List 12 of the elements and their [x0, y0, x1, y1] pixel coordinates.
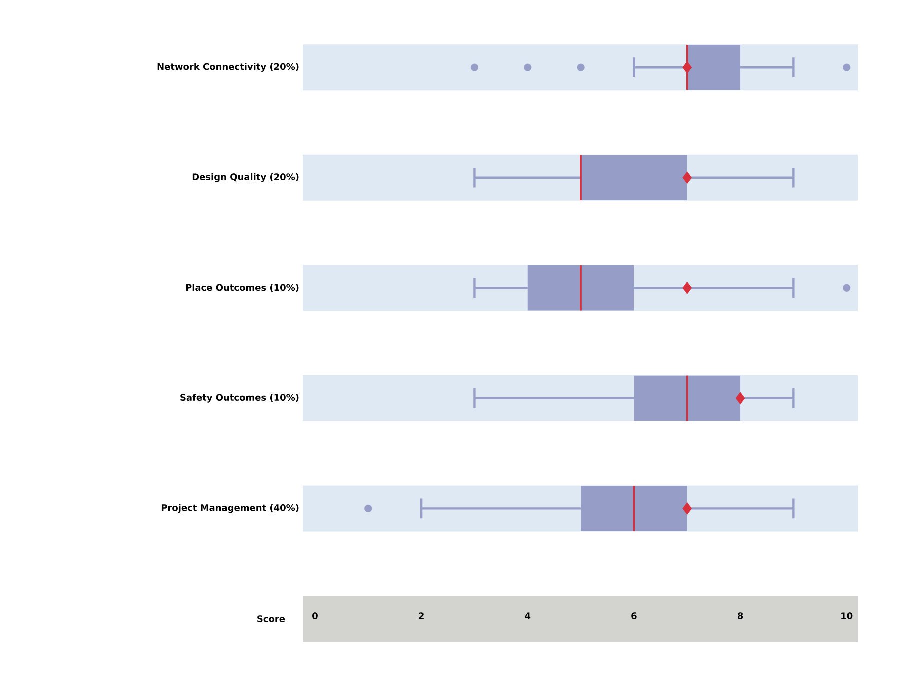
x-tick-label: 4 — [525, 612, 531, 620]
x-tick-label: 6 — [632, 612, 637, 620]
y-tick-label: Network Connectivity (20%) — [158, 63, 299, 72]
x-tick-label: 8 — [738, 612, 744, 620]
x-axis-title: Score — [258, 616, 286, 622]
y-tick-label: Place Outcomes (10%) — [186, 284, 299, 292]
x-tick-label: 2 — [419, 612, 424, 620]
y-tick-label: Safety Outcomes (10%) — [180, 394, 299, 403]
x-tick-label: 0 — [312, 612, 318, 620]
x-tick-label: 10 — [842, 612, 853, 620]
y-tick-label: Project Management (40%) — [162, 504, 299, 514]
y-tick-label: Design Quality (20%) — [192, 173, 299, 182]
